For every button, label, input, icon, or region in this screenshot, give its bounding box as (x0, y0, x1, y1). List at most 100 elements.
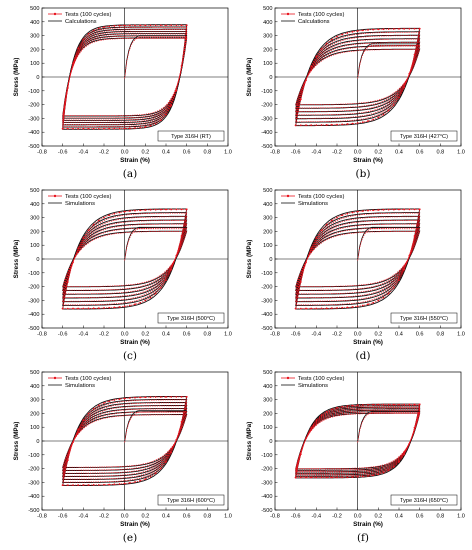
test-marker (123, 305, 126, 308)
test-marker (382, 113, 385, 116)
simulation-monotonic (124, 410, 187, 442)
x-tick-label: -0.2 (332, 332, 342, 338)
x-tick-label: -0.8 (270, 332, 280, 338)
test-marker (336, 123, 338, 126)
test-loop (62, 405, 188, 477)
test-marker (139, 396, 142, 399)
test-marker (134, 481, 136, 483)
simulation-monotonic (357, 43, 420, 78)
legend: Tests (100 cycles)Simulations (281, 376, 344, 389)
test-marker (372, 301, 375, 304)
test-marker (336, 216, 338, 219)
test-marker (382, 296, 385, 299)
test-marker (330, 408, 333, 411)
y-tick-label: -400 (28, 130, 39, 136)
y-tick-label: 100 (30, 61, 39, 67)
simulation-loop (295, 219, 421, 299)
test-marker (97, 219, 100, 222)
test-marker (113, 306, 116, 309)
test-marker (320, 476, 323, 479)
test-marker (108, 306, 111, 309)
legend-label-tests: Tests (100 cycles) (65, 194, 111, 200)
test-marker (398, 208, 400, 211)
curve-group (294, 208, 421, 310)
x-tick-label: 0.4 (162, 514, 170, 520)
test-marker (413, 208, 416, 211)
test-marker (92, 307, 95, 310)
test-marker (103, 26, 105, 29)
test-marker (372, 118, 375, 121)
test-marker (139, 209, 142, 212)
y-tick-label: 500 (263, 188, 272, 194)
test-marker (180, 395, 183, 398)
x-axis-label: Strain (%) (353, 157, 383, 164)
test-marker (299, 98, 302, 101)
y-tick-label: -100 (28, 271, 39, 277)
test-marker (66, 87, 69, 89)
y-tick-label: -400 (28, 312, 39, 318)
test-marker (144, 396, 147, 399)
test-marker (367, 120, 369, 122)
test-marker (361, 210, 364, 212)
legend-marker-tests (286, 194, 290, 198)
simulation-monotonic (124, 35, 187, 78)
test-marker (330, 38, 333, 41)
test-marker (154, 472, 157, 475)
test-marker (149, 396, 152, 399)
test-marker (408, 208, 411, 211)
test-marker (341, 405, 344, 408)
test-loop (62, 396, 188, 486)
x-tick-label: 1.0 (457, 332, 465, 338)
test-loop (62, 212, 188, 306)
test-marker (377, 299, 380, 302)
test-marker (299, 281, 302, 283)
y-tick-label: 0 (269, 439, 272, 445)
test-marker (367, 475, 369, 477)
y-tick-label: -500 (261, 326, 272, 332)
y-tick-label: 300 (30, 216, 39, 222)
test-marker (113, 25, 116, 27)
chart-panel-e: -0.8 -0.6 -0.4 -0.2 0.0 0.2 0.4 0.6 0.8 1.0 -500 -4… (13, 370, 232, 544)
test-marker (361, 121, 364, 124)
y-tick-label: -300 (261, 480, 272, 486)
test-marker (367, 303, 369, 306)
test-marker (175, 395, 178, 398)
x-tick-label: 0.4 (162, 332, 170, 338)
x-tick-label: 0.0 (121, 332, 129, 338)
y-tick-label: -300 (28, 480, 39, 486)
x-tick-label: 0.6 (183, 150, 191, 156)
simulation-monotonic (357, 410, 420, 442)
test-marker (408, 403, 411, 406)
test-marker (418, 27, 421, 30)
y-tick-label: -100 (28, 453, 39, 459)
test-marker (305, 261, 307, 264)
chart-panel-f: -0.8 -0.6 -0.4 -0.2 0.0 0.2 0.4 0.6 0.8 1.0 -500 -4… (246, 370, 465, 544)
test-marker (103, 483, 105, 486)
test-marker (387, 208, 390, 211)
x-tick-label: 0.2 (141, 514, 149, 520)
y-tick-label: 200 (30, 411, 39, 417)
legend: Tests (100 cycles)Simulations (281, 194, 344, 207)
test-loop (295, 212, 421, 306)
test-marker (408, 442, 411, 445)
x-tick-label: 0.6 (416, 150, 424, 156)
x-tick-label: 0.4 (162, 150, 170, 156)
x-tick-label: 0.2 (141, 332, 149, 338)
test-marker (387, 109, 390, 112)
test-marker (82, 236, 85, 239)
test-marker (159, 24, 162, 27)
test-marker (128, 304, 131, 307)
simulation-loop (295, 208, 421, 310)
simulation-monotonic (357, 226, 420, 260)
y-tick-label: -500 (28, 508, 39, 514)
test-marker (372, 403, 375, 406)
y-tick-label: 500 (30, 370, 39, 376)
test-marker (310, 124, 313, 127)
test-marker (351, 476, 354, 478)
test-marker (392, 104, 395, 106)
test-marker (170, 208, 173, 211)
test-marker (392, 28, 395, 30)
test-marker (320, 229, 323, 232)
test-marker (382, 471, 385, 474)
test-marker (361, 475, 364, 478)
